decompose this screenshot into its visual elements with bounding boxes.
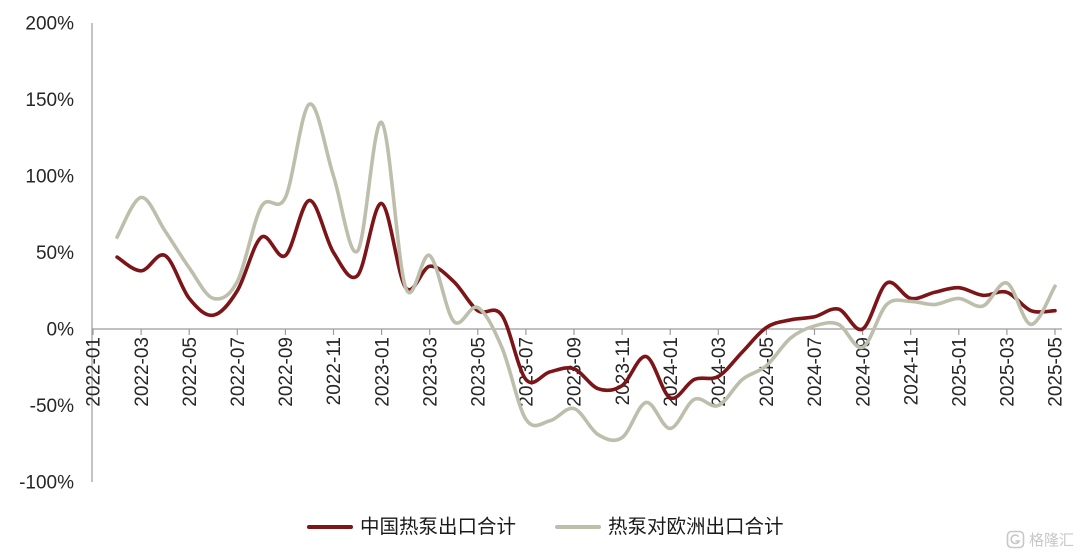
legend-item-europe-export-total: 热泵对欧洲出口合计 <box>555 514 784 540</box>
legend-swatch-europe-export-total <box>555 525 602 529</box>
series-line-europe-export-total <box>115 102 1057 443</box>
x-tick-label: 2022-03 <box>132 337 153 407</box>
watermark-logo: 格隆汇 <box>1006 529 1074 550</box>
y-tick-label: 200% <box>25 14 74 35</box>
x-tick-label: 2023-09 <box>565 337 586 407</box>
x-tick-label: 2022-07 <box>228 337 249 407</box>
x-tick-label: 2022-05 <box>180 337 201 407</box>
x-tick-label: 2023-01 <box>372 337 393 407</box>
y-tick-label: -100% <box>19 473 74 494</box>
x-tick-label: 2022-01 <box>84 337 105 407</box>
x-tick-label: 2024-07 <box>805 337 826 407</box>
x-tick-label: 2023-07 <box>517 337 538 407</box>
series-line-china-export-total <box>115 198 1057 401</box>
legend-item-china-export-total: 中国热泵出口合计 <box>307 514 516 540</box>
y-tick-label: 150% <box>25 90 74 111</box>
legend-label-europe-export-total: 热泵对欧洲出口合计 <box>608 516 784 538</box>
x-tick-label: 2022-09 <box>276 337 297 407</box>
legend-swatch-china-export-total <box>307 525 353 529</box>
x-tick-label: 2024-03 <box>709 337 730 407</box>
x-tick-label: 2023-03 <box>420 337 441 407</box>
x-tick-label: 2024-05 <box>757 337 778 407</box>
x-tick-label: 2024-09 <box>853 337 874 407</box>
x-tick-label: 2024-01 <box>661 337 682 407</box>
x-tick-label: 2025-01 <box>949 337 970 407</box>
logo-icon <box>1006 530 1025 549</box>
x-tick-label: 2025-03 <box>998 337 1019 407</box>
x-tick-labels: 2022-01 2022-03 2022-05 2022-07 2022-09 2022-… <box>84 337 1067 407</box>
y-tick-label: -50% <box>30 396 74 417</box>
legend-label-china-export-total: 中国热泵出口合计 <box>360 516 517 538</box>
x-tick-label: 2025-05 <box>1046 337 1067 407</box>
watermark-text: 格隆汇 <box>1028 532 1074 549</box>
y-tick-labels: 200% 150% 100% 50% 0% -50% -100% <box>19 14 74 494</box>
axes <box>91 23 1062 482</box>
y-tick-label: 0% <box>47 320 75 341</box>
y-tick-label: 100% <box>25 167 74 188</box>
x-tick-label: 2024-11 <box>901 337 922 405</box>
x-tick-label: 2022-11 <box>324 337 345 405</box>
series-lines <box>115 102 1057 443</box>
legend: 中国热泵出口合计 热泵对欧洲出口合计 <box>307 514 784 540</box>
x-tick-label: 2023-05 <box>468 337 489 407</box>
y-tick-label: 50% <box>36 243 74 264</box>
